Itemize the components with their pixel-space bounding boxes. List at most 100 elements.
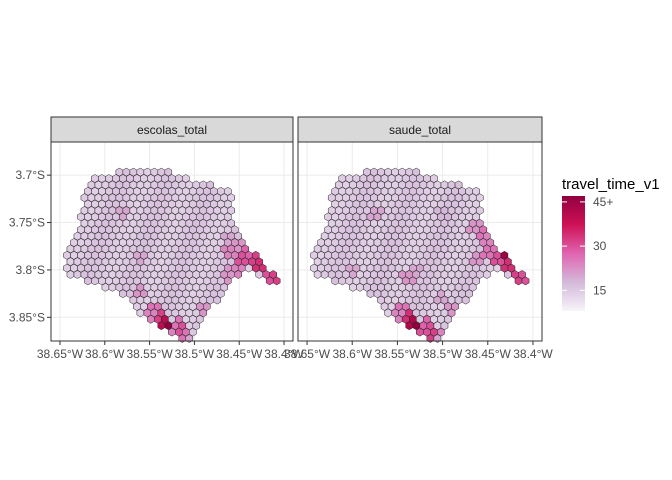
hex-cell bbox=[490, 244, 498, 254]
hex-cell bbox=[475, 193, 484, 203]
x-tick-label: 38.45°W bbox=[216, 347, 263, 361]
hex-cell bbox=[224, 199, 232, 209]
hex-cell bbox=[231, 225, 239, 235]
hex-cell bbox=[203, 302, 211, 311]
hex-cell bbox=[237, 238, 246, 247]
hex-cell bbox=[255, 257, 263, 267]
hex-cell bbox=[227, 206, 235, 215]
legend-tick-label: 15 bbox=[593, 283, 607, 297]
facet-panel-escolas: escolas_total bbox=[50, 116, 294, 343]
x-tick-label: 38.4°W bbox=[264, 347, 304, 361]
hex-cell bbox=[164, 167, 173, 177]
x-tick-label: 38.6°W bbox=[85, 347, 125, 361]
hex-cell bbox=[269, 270, 277, 279]
hex-cell bbox=[518, 270, 526, 279]
y-tick-label: 3.75°S bbox=[9, 216, 45, 230]
hex-cell bbox=[405, 321, 414, 331]
y-tick-label: 3.7°S bbox=[16, 168, 45, 182]
hex-cell bbox=[220, 282, 228, 292]
legend-title: travel_time_v1 bbox=[562, 176, 660, 193]
x-tick-label: 38.6°W bbox=[332, 347, 372, 361]
y-tick-label: 3.85°S bbox=[9, 310, 45, 324]
hex-cell bbox=[416, 327, 424, 337]
hex-cell bbox=[244, 263, 253, 273]
hex-cell bbox=[313, 270, 322, 279]
hex-cell bbox=[366, 289, 375, 299]
strip-label: escolas_total bbox=[137, 123, 207, 137]
hex-cell bbox=[91, 276, 99, 286]
hex-cell bbox=[437, 327, 445, 337]
hex-cell bbox=[217, 289, 225, 299]
hex-cell bbox=[224, 186, 232, 196]
panel-border bbox=[297, 141, 543, 342]
axes: 3.7°S3.75°S3.8°S3.85°S38.65°W 38.6°W 38.55… bbox=[9, 168, 554, 361]
hex-cell bbox=[451, 302, 459, 311]
panel-border bbox=[50, 141, 294, 342]
hex-layer bbox=[310, 167, 530, 343]
hex-cell bbox=[241, 244, 249, 254]
strip-background bbox=[50, 116, 294, 143]
strip-label: saude_total bbox=[389, 123, 451, 137]
hex-cell bbox=[472, 186, 480, 196]
x-tick-label: 38.5°W bbox=[175, 347, 215, 361]
hex-cell bbox=[493, 263, 502, 273]
hex-cell bbox=[444, 314, 452, 324]
facet-panel-saude: saude_total bbox=[297, 116, 543, 343]
hex-cell bbox=[521, 276, 530, 286]
hex-cell bbox=[475, 206, 484, 215]
hex-cell bbox=[265, 276, 274, 286]
hex-cell bbox=[108, 282, 117, 292]
hex-cell bbox=[147, 314, 155, 324]
hex-cell bbox=[465, 289, 473, 299]
hex-cell bbox=[447, 308, 456, 318]
hex-cell bbox=[73, 270, 82, 279]
hex-cell bbox=[234, 270, 242, 279]
hex-cell bbox=[479, 225, 488, 235]
legend-tick-label: 45+ bbox=[593, 195, 613, 209]
hex-cell bbox=[504, 257, 512, 267]
hex-cell bbox=[196, 314, 204, 324]
hex-cell bbox=[136, 308, 145, 318]
hex-cell bbox=[514, 276, 523, 286]
hex-cell bbox=[234, 231, 242, 241]
hex-cell bbox=[430, 174, 438, 183]
hex-cell bbox=[255, 270, 263, 279]
hex-cell bbox=[507, 263, 516, 273]
hex-cell bbox=[66, 270, 75, 279]
hex-cell bbox=[272, 276, 281, 286]
hex-cell bbox=[227, 218, 235, 228]
hex-cell bbox=[349, 282, 357, 292]
x-tick-label: 38.55°W bbox=[374, 347, 421, 361]
hex-layer bbox=[63, 167, 281, 343]
hex-cell bbox=[475, 218, 484, 228]
hex-cell bbox=[483, 231, 491, 241]
hex-cell bbox=[472, 212, 480, 222]
legend-colorbar bbox=[562, 196, 585, 311]
hex-cell bbox=[213, 295, 222, 305]
strip-background bbox=[297, 116, 543, 143]
hex-cell bbox=[454, 180, 463, 190]
x-tick-label: 38.55°W bbox=[127, 347, 174, 361]
legend: travel_time_v1 15 30 45+ bbox=[562, 176, 660, 311]
hex-cell bbox=[182, 174, 190, 183]
hex-cell bbox=[504, 270, 512, 279]
legend-ticks: 15 30 45+ bbox=[562, 195, 613, 297]
x-tick-label: 38.45°W bbox=[465, 347, 512, 361]
hex-cell bbox=[168, 327, 176, 337]
hex-cell bbox=[483, 270, 491, 279]
hex-cell bbox=[356, 282, 364, 292]
x-tick-label: 38.4°W bbox=[513, 347, 553, 361]
legend-tick-label: 30 bbox=[593, 239, 607, 253]
hex-cell bbox=[157, 321, 166, 331]
hex-cell bbox=[472, 276, 480, 286]
hex-cell bbox=[384, 308, 392, 318]
hex-cell bbox=[320, 270, 329, 279]
y-tick-label: 3.8°S bbox=[16, 263, 45, 277]
x-tick-label: 38.65°W bbox=[284, 347, 331, 361]
hex-cell bbox=[192, 321, 201, 331]
hex-cell bbox=[227, 193, 235, 203]
hex-cell bbox=[189, 327, 197, 337]
hex-cell bbox=[331, 276, 340, 286]
hex-cell bbox=[486, 238, 495, 247]
